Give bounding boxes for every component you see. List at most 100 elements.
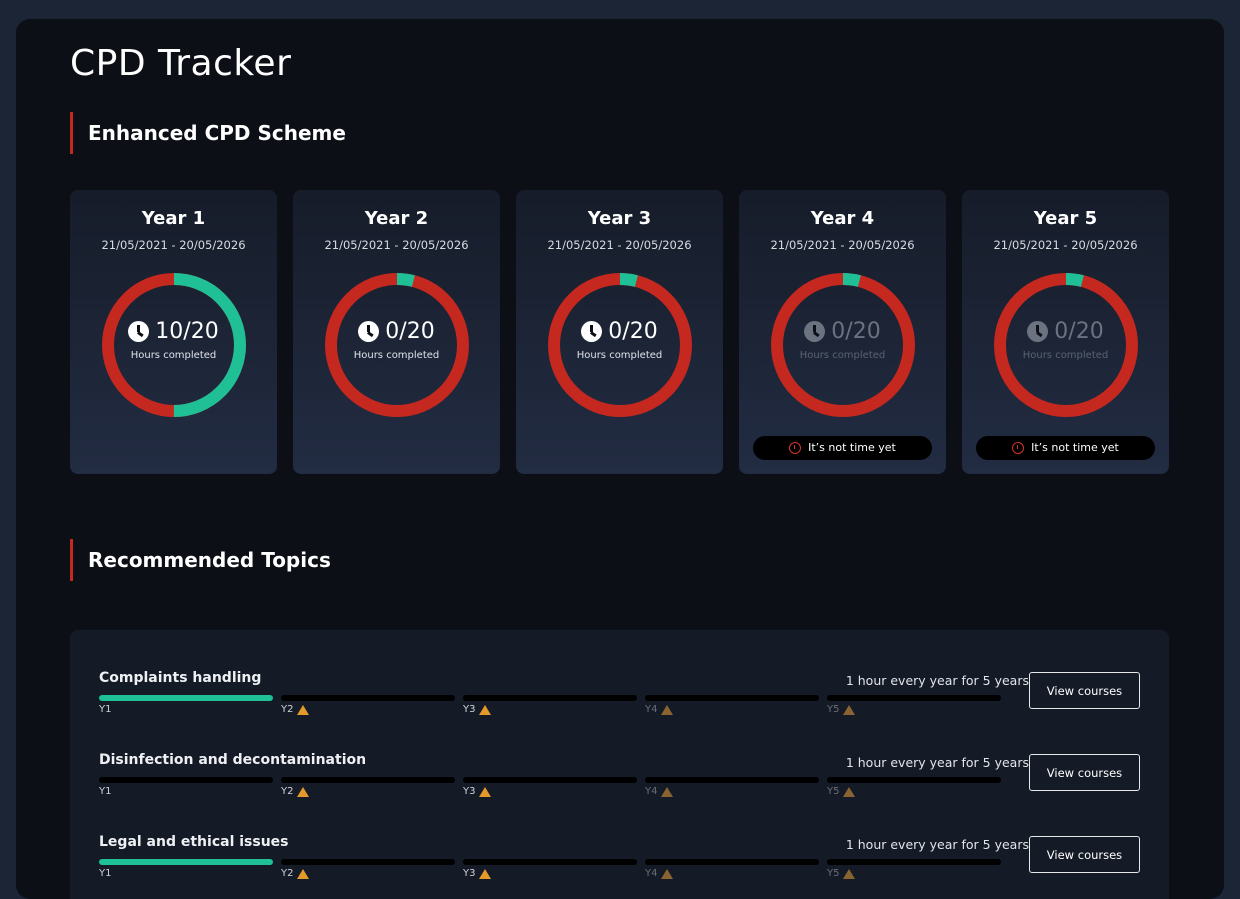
topic-requirement: 1 hour every year for 5 years: [845, 837, 1029, 852]
segment-label: Y5: [827, 868, 856, 879]
segment-year: Y1: [99, 704, 112, 715]
donut-remaining: [325, 273, 469, 417]
clock-icon: [358, 321, 380, 342]
segment-label: Y4: [645, 868, 674, 879]
hours-value: 0/20: [608, 319, 658, 344]
year-progress-segment: [463, 859, 637, 865]
segment-label: Y2: [281, 868, 310, 879]
progress-donut: [548, 273, 692, 417]
year-dates: 21/05/2021 - 20/05/2026: [770, 238, 915, 252]
year-progress-segment: [463, 695, 637, 701]
year-label: Year 3: [587, 208, 652, 229]
topics-panel: Complaints handling 1 hour every year fo…: [70, 630, 1169, 899]
view-courses-button[interactable]: View courses: [1029, 754, 1140, 791]
segment-label: Y1: [99, 868, 111, 879]
segment-year: Y2: [281, 786, 294, 797]
year-card[interactable]: Year 1 21/05/2021 - 20/05/2026 10/20 Hou…: [70, 190, 277, 474]
hours-caption: Hours completed: [130, 350, 217, 361]
year-label: Year 1: [141, 208, 206, 229]
progress-donut: [325, 273, 469, 417]
segment-label: Y1: [99, 704, 111, 715]
year-progress-segment: [99, 859, 273, 865]
section-heading-topics: Recommended Topics: [70, 539, 331, 581]
warning-icon: [661, 868, 674, 879]
segment-year: Y5: [827, 786, 840, 797]
segment-year: Y3: [463, 786, 476, 797]
segment-year: Y5: [827, 704, 840, 715]
view-courses-button[interactable]: View courses: [1029, 672, 1140, 709]
segment-label: Y2: [281, 704, 310, 715]
progress-donut: [994, 273, 1138, 417]
warning-icon: [661, 704, 674, 715]
view-courses-button[interactable]: View courses: [1029, 836, 1140, 873]
year-progress-segment: [281, 777, 455, 783]
donut-completed: [771, 273, 915, 417]
warning-icon: [843, 868, 856, 879]
donut-remaining: [994, 273, 1138, 417]
year-progress-segment: [281, 859, 455, 865]
clock-icon: [128, 321, 150, 342]
hours-value: 0/20: [385, 319, 435, 344]
year-progress-segment: [281, 695, 455, 701]
warning-icon: [661, 786, 674, 797]
year-progress-segment: [645, 695, 819, 701]
segment-year: Y5: [827, 868, 840, 879]
year-progress-segment: [827, 695, 1001, 701]
donut-completed: [548, 273, 692, 417]
clock-icon: [804, 321, 826, 342]
donut-remaining: [548, 273, 692, 417]
hours-value: 0/20: [831, 319, 881, 344]
segment-year: Y1: [99, 868, 112, 879]
year-progress-segment: [645, 777, 819, 783]
year-card[interactable]: Year 2 21/05/2021 - 20/05/2026 0/20 Hour…: [293, 190, 500, 474]
progress-donut: [771, 273, 915, 417]
year-label: Year 5: [1033, 208, 1098, 229]
year-dates: 21/05/2021 - 20/05/2026: [993, 238, 1138, 252]
hours-caption: Hours completed: [799, 350, 886, 361]
year-card[interactable]: Year 4 21/05/2021 - 20/05/2026 0/20 Hour…: [739, 190, 946, 474]
year-label: Year 2: [364, 208, 429, 229]
page-title: CPD Tracker: [70, 43, 292, 84]
clock-icon: [1027, 321, 1049, 342]
segment-year: Y2: [281, 704, 294, 715]
year-progress-segment: [99, 777, 273, 783]
segment-year: Y1: [99, 786, 112, 797]
segment-label: Y5: [827, 704, 856, 715]
not-time-yet-badge: It’s not time yet: [976, 436, 1155, 460]
warning-icon: [479, 704, 492, 715]
warning-icon: [479, 868, 492, 879]
topic-requirement: 1 hour every year for 5 years: [845, 755, 1029, 770]
year-dates: 21/05/2021 - 20/05/2026: [547, 238, 692, 252]
year-progress-segment: [827, 859, 1001, 865]
segment-label: Y4: [645, 786, 674, 797]
not-time-yet-badge: It’s not time yet: [753, 436, 932, 460]
badge-text: It’s not time yet: [808, 441, 896, 454]
warning-icon: [297, 786, 310, 797]
segment-label: Y5: [827, 786, 856, 797]
year-card[interactable]: Year 3 21/05/2021 - 20/05/2026 0/20 Hour…: [516, 190, 723, 474]
badge-text: It’s not time yet: [1031, 441, 1119, 454]
year-label: Year 4: [810, 208, 875, 229]
progress-donut: [102, 273, 246, 417]
section-heading-scheme: Enhanced CPD Scheme: [70, 112, 346, 154]
donut-remaining: [771, 273, 915, 417]
warning-icon: [843, 704, 856, 715]
hours-caption: Hours completed: [1022, 350, 1109, 361]
year-dates: 21/05/2021 - 20/05/2026: [324, 238, 469, 252]
topic-name: Legal and ethical issues: [99, 834, 289, 850]
hours-value: 10/20: [155, 319, 219, 344]
donut-completed: [102, 273, 246, 417]
topic-row: Complaints handling 1 hour every year fo…: [99, 670, 1149, 750]
year-card[interactable]: Year 5 21/05/2021 - 20/05/2026 0/20 Hour…: [962, 190, 1169, 474]
segment-year: Y4: [645, 868, 658, 879]
app-window: CPD Tracker Enhanced CPD Scheme Year 1 2…: [16, 19, 1224, 899]
year-dates: 21/05/2021 - 20/05/2026: [101, 238, 246, 252]
year-progress-segment: [99, 695, 273, 701]
segment-year: Y4: [645, 786, 658, 797]
segment-label: Y3: [463, 786, 492, 797]
donut-completed: [325, 273, 469, 417]
warning-icon: [297, 868, 310, 879]
segment-label: Y1: [99, 786, 111, 797]
clock-icon: [1012, 442, 1025, 454]
segment-year: Y3: [463, 704, 476, 715]
